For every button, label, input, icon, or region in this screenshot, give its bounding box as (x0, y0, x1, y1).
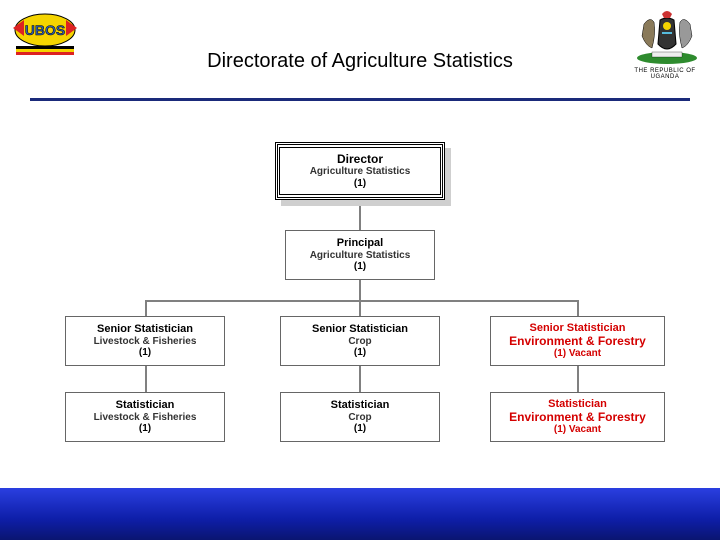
node-count: (1) (354, 178, 366, 190)
node-title: Statistician (116, 399, 175, 412)
node-subtitle: Livestock & Fisheries (94, 412, 197, 424)
node-subtitle: Agriculture Statistics (310, 166, 411, 178)
connector (145, 300, 579, 302)
node-title: Statistician (548, 398, 607, 411)
node-title: Senior Statistician (312, 323, 408, 336)
org-node-director: DirectorAgriculture Statistics(1) (275, 142, 445, 200)
node-title: Principal (337, 237, 383, 250)
node-subtitle: Agriculture Statistics (310, 250, 411, 262)
node-count: (1) (354, 347, 366, 359)
node-subtitle: Environment & Forestry (509, 411, 646, 425)
connector (145, 300, 147, 316)
header: UBOS THE REPUBLIC OF UGANDA Directorate … (0, 0, 720, 100)
org-node-s_crop: StatisticianCrop(1) (280, 392, 440, 442)
org-node-s_ef: StatisticianEnvironment & Forestry(1) Va… (490, 392, 665, 442)
node-subtitle: Crop (348, 336, 371, 348)
node-subtitle: Environment & Forestry (509, 335, 646, 349)
node-count: (1) (354, 423, 366, 435)
node-subtitle: Livestock & Fisheries (94, 336, 197, 348)
node-title: Director (337, 153, 383, 167)
node-count: (1) (354, 261, 366, 273)
org-node-principal: PrincipalAgriculture Statistics(1) (285, 230, 435, 280)
page-title: Directorate of Agriculture Statistics (0, 50, 720, 73)
node-count: (1) (139, 423, 151, 435)
org-node-ss_crop: Senior StatisticianCrop(1) (280, 316, 440, 366)
connector (577, 366, 579, 392)
org-chart: DirectorAgriculture Statistics(1)Princip… (0, 130, 720, 470)
connector (577, 300, 579, 316)
org-node-ss_lf: Senior StatisticianLivestock & Fisheries… (65, 316, 225, 366)
node-subtitle: Crop (348, 412, 371, 424)
svg-text:UBOS: UBOS (25, 22, 65, 38)
node-title: Senior Statistician (97, 323, 193, 336)
connector (359, 366, 361, 392)
connector (145, 366, 147, 392)
connector (359, 280, 361, 300)
node-title: Statistician (331, 399, 390, 412)
header-rule (30, 98, 690, 101)
node-count: (1) (139, 347, 151, 359)
org-node-s_lf: StatisticianLivestock & Fisheries(1) (65, 392, 225, 442)
node-count: (1) Vacant (554, 424, 601, 436)
node-count: (1) Vacant (554, 348, 601, 360)
connector (359, 300, 361, 316)
org-node-ss_ef: Senior StatisticianEnvironment & Forestr… (490, 316, 665, 366)
node-title: Senior Statistician (530, 322, 626, 335)
footer-bar (0, 488, 720, 540)
